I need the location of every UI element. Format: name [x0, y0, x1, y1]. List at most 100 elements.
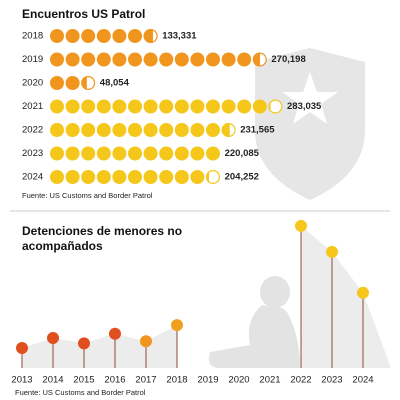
value-label: 283,035 — [287, 101, 322, 112]
icon — [159, 52, 174, 67]
icon — [159, 146, 174, 161]
dot — [109, 327, 121, 340]
icon — [143, 123, 158, 137]
icon — [206, 146, 220, 161]
icon — [50, 99, 64, 114]
icon — [128, 146, 142, 161]
icon — [252, 99, 267, 114]
icon — [174, 146, 189, 161]
icon — [96, 99, 111, 114]
dot — [78, 337, 90, 350]
x-tick-label: 2018 — [166, 375, 187, 386]
x-tick-label: 2015 — [73, 375, 94, 386]
dot — [16, 341, 28, 354]
icon — [190, 170, 205, 184]
area — [22, 325, 177, 368]
icon — [81, 52, 96, 67]
icon — [96, 29, 111, 43]
x-tick-label: 2013 — [11, 375, 32, 386]
icon — [190, 99, 205, 114]
source: Fuente: US Customs and Border Patrol — [15, 388, 146, 397]
icon — [96, 170, 111, 184]
dot — [47, 332, 59, 345]
x-tick-label: 2023 — [321, 375, 342, 386]
row-label: 2024 — [22, 172, 43, 183]
icon — [128, 170, 142, 184]
icon — [206, 123, 220, 137]
icon-part — [252, 52, 260, 67]
row-label: 2023 — [22, 148, 43, 159]
icon — [206, 99, 220, 114]
icon — [143, 52, 158, 67]
icon — [96, 52, 111, 67]
x-tick-label: 2021 — [259, 375, 280, 386]
row-label: 2019 — [22, 54, 43, 65]
icon — [96, 123, 111, 137]
x-tick-label: 2019 — [197, 375, 218, 386]
icon — [237, 52, 252, 67]
row-label: 2018 — [22, 31, 43, 42]
icon — [81, 29, 96, 43]
icon — [190, 52, 205, 67]
icon-part — [268, 101, 271, 112]
icon — [237, 99, 252, 114]
dot — [140, 335, 152, 348]
icon — [221, 52, 236, 67]
icon — [81, 170, 96, 184]
icon — [50, 29, 64, 43]
icon-row — [50, 146, 220, 161]
icon — [112, 29, 127, 43]
icon — [221, 99, 236, 114]
icon — [96, 146, 111, 161]
icon — [65, 170, 80, 184]
icon — [190, 123, 205, 137]
x-tick-label: 2022 — [290, 375, 311, 386]
dot — [326, 245, 338, 258]
icon — [143, 146, 158, 161]
value-label: 48,054 — [100, 78, 130, 89]
value-label: 204,252 — [225, 172, 259, 183]
icon — [128, 52, 142, 67]
icon — [112, 52, 127, 67]
icon-part — [143, 29, 153, 43]
row-label: 2021 — [22, 101, 43, 112]
icon — [174, 99, 189, 114]
icon — [143, 170, 158, 184]
icon — [159, 99, 174, 114]
icon — [174, 123, 189, 137]
icon — [50, 52, 64, 67]
icon-row — [50, 170, 221, 185]
icon-part — [81, 76, 87, 90]
icon — [65, 52, 80, 67]
icon-row — [50, 99, 283, 114]
icon — [50, 146, 64, 161]
star-icon — [282, 72, 338, 124]
icon — [81, 146, 96, 161]
dot — [295, 219, 307, 232]
area — [301, 225, 391, 368]
icon-part — [221, 123, 230, 137]
icon — [65, 123, 80, 137]
icon-part — [206, 171, 209, 183]
title-top: Encuentros US Patrol — [22, 7, 146, 21]
x-tick-label: 2014 — [42, 375, 63, 386]
icon-row — [50, 52, 267, 67]
value-label: 220,085 — [225, 148, 260, 159]
row-label: 2022 — [22, 125, 43, 136]
icon-row — [50, 29, 158, 44]
icon-row — [50, 122, 236, 137]
dot — [357, 286, 369, 299]
icon — [143, 99, 158, 114]
x-tick-label: 2017 — [135, 375, 156, 386]
icon — [81, 123, 96, 137]
value-label: 133,331 — [162, 31, 197, 42]
title-bottom: Detenciones de menores no acompañados — [22, 224, 183, 253]
icon — [159, 170, 174, 184]
icon — [112, 170, 127, 184]
icon — [112, 99, 127, 114]
icon — [65, 146, 80, 161]
icon — [206, 52, 220, 67]
badge-icon — [255, 48, 365, 200]
